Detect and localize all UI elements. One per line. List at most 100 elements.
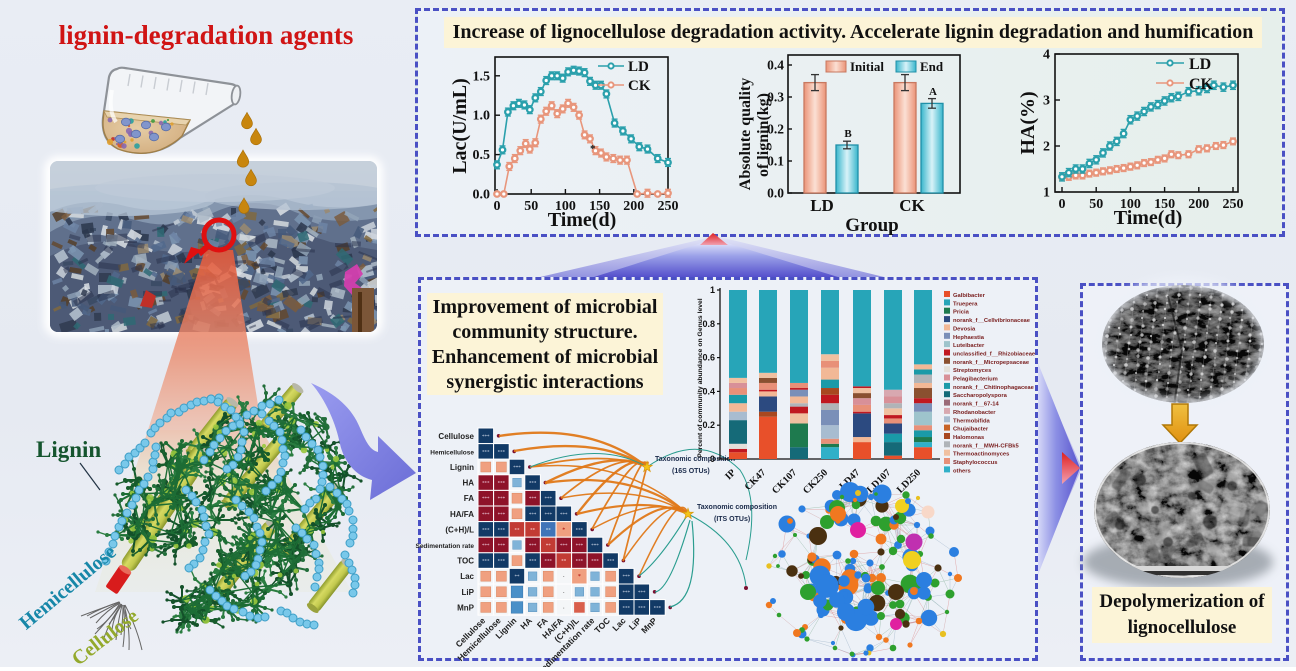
svg-text:**: ** bbox=[530, 528, 536, 533]
svg-text:***: *** bbox=[498, 497, 506, 502]
svg-text:Pricia: Pricia bbox=[953, 310, 970, 316]
svg-text:Rhodanobacter: Rhodanobacter bbox=[953, 410, 996, 416]
svg-text:CK47: CK47 bbox=[743, 467, 768, 492]
svg-text:***: *** bbox=[591, 560, 599, 565]
svg-text:***: *** bbox=[482, 528, 490, 533]
svg-text:norank_f__Micropepsaceae: norank_f__Micropepsaceae bbox=[953, 360, 1030, 366]
svg-text:Taxonomic composition: Taxonomic composition bbox=[697, 504, 777, 511]
svg-text:(C+H)/L: (C+H)/L bbox=[445, 525, 474, 534]
svg-text:***: *** bbox=[544, 560, 552, 565]
svg-text:norank_f__Chitinophagaceae: norank_f__Chitinophagaceae bbox=[953, 385, 1035, 391]
svg-text:***: *** bbox=[498, 560, 506, 565]
svg-text:MnP: MnP bbox=[639, 615, 659, 635]
svg-text:*: * bbox=[562, 527, 565, 533]
svg-text:***: *** bbox=[529, 497, 537, 502]
svg-text:unclassified_f__Rhizobiaceae: unclassified_f__Rhizobiaceae bbox=[953, 352, 1036, 358]
svg-text:CK107: CK107 bbox=[770, 467, 799, 496]
svg-text:0.6: 0.6 bbox=[702, 353, 715, 363]
svg-text:***: *** bbox=[576, 560, 584, 565]
svg-text:***: *** bbox=[638, 606, 646, 611]
svg-text:***: *** bbox=[529, 560, 537, 565]
svg-text:*: * bbox=[578, 574, 581, 580]
svg-text:Thermobifida: Thermobifida bbox=[953, 418, 990, 424]
svg-text:***: *** bbox=[529, 544, 537, 549]
svg-text:HA/FA: HA/FA bbox=[450, 510, 474, 519]
svg-text:IP: IP bbox=[723, 467, 738, 482]
svg-text:Thermoactinomyces: Thermoactinomyces bbox=[953, 452, 1009, 458]
svg-text:Cellulose: Cellulose bbox=[438, 432, 474, 441]
svg-text:·: · bbox=[563, 604, 565, 612]
svg-text:Lac: Lac bbox=[610, 615, 628, 633]
svg-text:Streptomyces: Streptomyces bbox=[953, 368, 991, 374]
svg-text:***: *** bbox=[498, 544, 506, 549]
svg-text:***: *** bbox=[560, 544, 568, 549]
svg-text:Galbibacter: Galbibacter bbox=[953, 293, 986, 299]
svg-text:LD250: LD250 bbox=[895, 467, 923, 495]
svg-text:***: *** bbox=[622, 606, 630, 611]
svg-text:0.2: 0.2 bbox=[702, 420, 715, 430]
svg-text:Hephaestia: Hephaestia bbox=[953, 335, 985, 341]
svg-text:***: *** bbox=[498, 528, 506, 533]
svg-text:***: *** bbox=[576, 528, 584, 533]
svg-text:***: *** bbox=[513, 466, 521, 471]
svg-text:HA: HA bbox=[518, 616, 534, 632]
svg-text:FA: FA bbox=[464, 494, 474, 503]
svg-text:Chujaibacter: Chujaibacter bbox=[953, 427, 989, 433]
svg-text:Percent of community abundance: Percent of community abundance on Genus … bbox=[697, 298, 704, 457]
svg-text:**: ** bbox=[561, 560, 567, 565]
svg-text:Lac: Lac bbox=[460, 572, 474, 581]
svg-text:***: *** bbox=[622, 575, 630, 580]
svg-text:(ITS OTUs): (ITS OTUs) bbox=[714, 516, 750, 523]
svg-text:***: *** bbox=[638, 591, 646, 596]
svg-text:***: *** bbox=[576, 544, 584, 549]
svg-text:Halomonas: Halomonas bbox=[953, 435, 984, 441]
svg-text:(16S OTUs): (16S OTUs) bbox=[672, 468, 710, 475]
svg-text:**: ** bbox=[515, 575, 521, 580]
svg-text:TOC: TOC bbox=[457, 557, 474, 566]
svg-text:norank_f__MWH-CFBk5: norank_f__MWH-CFBk5 bbox=[953, 443, 1019, 449]
svg-text:***: *** bbox=[591, 544, 599, 549]
svg-text:***: *** bbox=[498, 482, 506, 487]
svg-text:***: *** bbox=[498, 513, 506, 518]
svg-text:***: *** bbox=[654, 606, 662, 611]
svg-text:**: ** bbox=[546, 528, 552, 533]
svg-text:others: others bbox=[953, 468, 971, 474]
svg-text:Luteibacter: Luteibacter bbox=[953, 343, 985, 349]
svg-text:Sedimentation rate: Sedimentation rate bbox=[415, 543, 474, 550]
svg-text:***: *** bbox=[529, 513, 537, 518]
svg-text:**: ** bbox=[546, 544, 552, 549]
svg-text:Truepera: Truepera bbox=[953, 301, 978, 307]
svg-text:·: · bbox=[563, 573, 565, 581]
svg-text:Hemicellulose: Hemicellulose bbox=[430, 449, 474, 456]
svg-text:Saccharopolyspora: Saccharopolyspora bbox=[953, 393, 1008, 399]
svg-text:***: *** bbox=[560, 513, 568, 518]
svg-text:***: *** bbox=[498, 450, 506, 455]
svg-text:***: *** bbox=[482, 513, 490, 518]
svg-text:Staphylococcus: Staphylococcus bbox=[953, 460, 997, 466]
svg-text:***: *** bbox=[482, 560, 490, 565]
svg-text:**: ** bbox=[515, 528, 521, 533]
svg-text:***: *** bbox=[622, 591, 630, 596]
svg-text:0: 0 bbox=[710, 454, 715, 464]
svg-text:***: *** bbox=[482, 435, 490, 440]
svg-text:Devosia: Devosia bbox=[953, 326, 976, 332]
svg-text:***: *** bbox=[482, 497, 490, 502]
svg-text:MnP: MnP bbox=[457, 603, 475, 612]
svg-text:***: *** bbox=[482, 482, 490, 487]
svg-text:0.8: 0.8 bbox=[702, 319, 715, 329]
svg-text:1: 1 bbox=[710, 285, 715, 295]
svg-text:Pelagibacterium: Pelagibacterium bbox=[953, 377, 998, 383]
svg-text:***: *** bbox=[482, 544, 490, 549]
svg-text:norank_f__67-14: norank_f__67-14 bbox=[953, 402, 1000, 408]
svg-text:Lignin: Lignin bbox=[450, 463, 474, 472]
svg-text:CK250: CK250 bbox=[801, 467, 830, 496]
svg-text:HA: HA bbox=[462, 479, 474, 488]
svg-text:·: · bbox=[563, 589, 565, 597]
svg-text:***: *** bbox=[544, 497, 552, 502]
svg-text:***: *** bbox=[529, 482, 537, 487]
svg-text:TOC: TOC bbox=[592, 616, 612, 636]
svg-text:***: *** bbox=[482, 450, 490, 455]
svg-text:LiP: LiP bbox=[462, 588, 475, 597]
svg-text:norank_f__Cellvibrionaceae: norank_f__Cellvibrionaceae bbox=[953, 318, 1031, 324]
svg-text:0.4: 0.4 bbox=[702, 386, 715, 396]
